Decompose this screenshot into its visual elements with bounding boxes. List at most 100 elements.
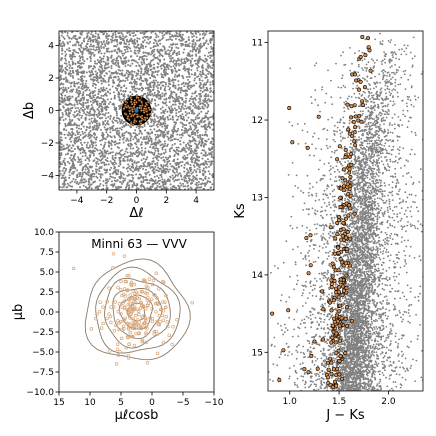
spatial-field-point — [131, 179, 134, 182]
spatial-field-point — [198, 120, 201, 123]
spatial-field-point — [64, 86, 67, 89]
spatial-field-point — [153, 82, 156, 85]
spatial-field-point — [121, 74, 124, 77]
spatial-field-point — [60, 152, 63, 155]
spatial-field-point — [152, 153, 155, 156]
spatial-field-point — [203, 43, 206, 46]
spatial-field-point — [186, 82, 189, 85]
cmd-field-point — [301, 284, 304, 287]
spatial-field-point — [93, 65, 96, 68]
spatial-field-point — [92, 82, 95, 85]
spatial-field-point — [152, 84, 155, 87]
spatial-field-point — [200, 110, 203, 113]
spatial-field-point — [153, 53, 156, 56]
spatial-field-point — [101, 106, 104, 109]
spatial-field-point — [135, 164, 138, 167]
spatial-field-point — [118, 120, 121, 123]
spatial-field-point — [105, 35, 108, 38]
spatial-field-point — [97, 41, 100, 44]
spatial-field-point — [209, 56, 212, 59]
spatial-field-point — [65, 48, 68, 51]
spatial-field-point — [182, 100, 185, 103]
spatial-cluster-point — [133, 103, 137, 106]
spatial-field-point — [183, 176, 186, 179]
spatial-field-point — [189, 31, 192, 34]
spatial-field-point — [140, 70, 143, 73]
spatial-field-point — [192, 177, 195, 180]
spatial-field-point — [126, 143, 129, 146]
cmd-field-point — [336, 130, 338, 133]
spatial-field-point — [127, 174, 130, 177]
pm-member-point — [130, 296, 134, 301]
cmd-field-point — [302, 345, 305, 348]
spatial-field-point — [190, 133, 193, 136]
spatial-field-point — [184, 99, 187, 102]
spatial-field-point — [138, 165, 141, 168]
spatial-field-point — [105, 31, 108, 33]
spatial-field-point — [92, 34, 95, 37]
spatial-field-point — [209, 72, 212, 75]
spatial-field-point — [79, 83, 82, 86]
spatial-field-point — [191, 48, 194, 51]
spatial-field-point — [163, 120, 166, 123]
spatial-field-point — [126, 170, 129, 173]
spatial-field-point — [168, 45, 171, 48]
spatial-field-point — [159, 144, 162, 147]
cmd-field-point — [415, 359, 418, 362]
spatial-field-point — [86, 101, 89, 104]
spatial-field-point — [90, 31, 93, 34]
spatial-field-point — [142, 180, 145, 183]
spatial-field-point — [182, 141, 185, 144]
spatial-field-point — [89, 110, 92, 113]
spatial-field-point — [168, 150, 171, 153]
spatial-field-point — [126, 158, 129, 161]
spatial-field-point — [121, 122, 124, 125]
spatial-field-point — [180, 117, 183, 120]
spatial-field-point — [105, 32, 108, 35]
spatial-field-point — [80, 162, 83, 165]
spatial-field-point — [82, 110, 85, 113]
pm-member-point — [145, 323, 149, 327]
spatial-field-point — [104, 141, 107, 144]
spatial-field-point — [62, 88, 65, 91]
spatial-field-point — [194, 98, 197, 101]
cmd-field-point — [296, 351, 299, 353]
spatial-field-point — [100, 72, 103, 75]
spatial-field-point — [63, 133, 66, 136]
spatial-field-point — [201, 79, 204, 82]
spatial-field-point — [156, 147, 159, 150]
spatial-field-point — [145, 80, 148, 83]
spatial-field-point — [108, 70, 111, 73]
spatial-field-point — [64, 50, 67, 53]
spatial-field-point — [66, 143, 69, 146]
spatial-field-point — [86, 157, 89, 160]
spatial-field-point — [186, 168, 189, 171]
spatial-field-point — [69, 64, 72, 67]
spatial-field-point — [123, 179, 126, 182]
spatial-field-point — [153, 147, 156, 150]
spatial-field-point — [130, 153, 133, 156]
spatial-field-point — [188, 128, 191, 131]
spatial-field-point — [166, 135, 169, 138]
spatial-field-point — [152, 46, 155, 49]
spatial-field-point — [181, 38, 184, 41]
spatial-field-point — [92, 142, 95, 145]
cmd-field-point — [283, 331, 286, 334]
spatial-field-point — [63, 147, 66, 150]
cmd-field-point — [385, 116, 388, 119]
spatial-field-point — [107, 42, 110, 45]
spatial-field-point — [165, 98, 168, 101]
spatial-field-point — [137, 177, 140, 180]
cmd-field-point — [331, 150, 333, 153]
spatial-field-point — [207, 116, 210, 119]
spatial-field-point — [160, 123, 163, 126]
spatial-field-point — [71, 133, 74, 136]
spatial-field-point — [163, 94, 166, 97]
cmd-field-point — [349, 229, 352, 232]
spatial-field-point — [174, 150, 177, 153]
spatial-field-point — [129, 71, 132, 74]
spatial-field-point — [156, 123, 159, 126]
spatial-field-point — [200, 144, 203, 147]
spatial-field-point — [77, 61, 80, 64]
spatial-field-point — [157, 142, 160, 145]
